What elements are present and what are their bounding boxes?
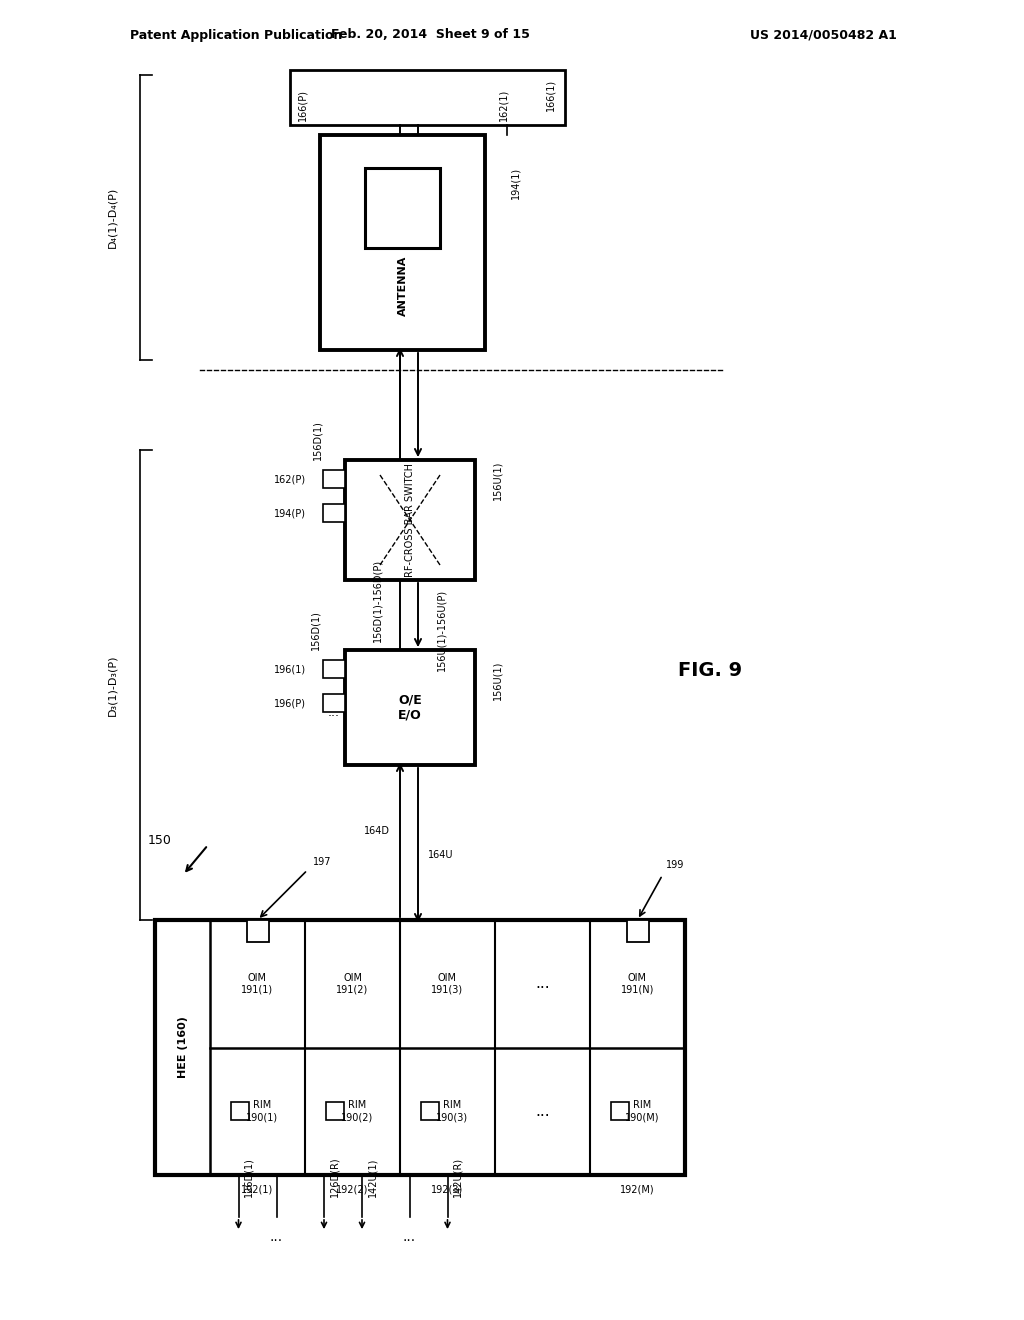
Text: OIM
191(2): OIM 191(2) [336, 973, 369, 994]
Text: Feb. 20, 2014  Sheet 9 of 15: Feb. 20, 2014 Sheet 9 of 15 [331, 29, 529, 41]
Text: ...: ... [402, 1230, 416, 1243]
FancyBboxPatch shape [323, 694, 345, 711]
FancyBboxPatch shape [323, 660, 345, 678]
Text: 150: 150 [148, 833, 172, 846]
Text: D₄(1)-D₄(P): D₄(1)-D₄(P) [106, 187, 117, 248]
FancyBboxPatch shape [155, 920, 685, 1175]
Text: 162(P): 162(P) [274, 474, 306, 484]
Text: 166(1): 166(1) [545, 79, 555, 111]
Text: OIM
191(1): OIM 191(1) [242, 973, 273, 994]
Text: 142U(R): 142U(R) [453, 1156, 463, 1197]
Text: RIM
190(2): RIM 190(2) [341, 1101, 374, 1122]
Text: ...: ... [536, 1104, 550, 1119]
Text: RIM
190(M): RIM 190(M) [626, 1101, 659, 1122]
Text: ...: ... [328, 706, 340, 719]
Text: 162(1): 162(1) [498, 88, 508, 121]
Text: O/E
E/O: O/E E/O [398, 693, 422, 722]
FancyBboxPatch shape [365, 168, 440, 248]
FancyBboxPatch shape [290, 70, 565, 125]
Text: 156D(1): 156D(1) [312, 420, 322, 459]
Text: US 2014/0050482 A1: US 2014/0050482 A1 [750, 29, 897, 41]
Text: 156D(1)-156D(P): 156D(1)-156D(P) [372, 558, 382, 642]
Text: 197: 197 [313, 857, 332, 867]
FancyBboxPatch shape [627, 920, 648, 942]
Text: 196(P): 196(P) [274, 698, 306, 708]
FancyBboxPatch shape [319, 135, 485, 350]
Text: 194(P): 194(P) [274, 508, 306, 517]
Text: Patent Application Publication: Patent Application Publication [130, 29, 342, 41]
Text: 156U(1)-156U(P): 156U(1)-156U(P) [436, 589, 446, 671]
Text: 192(2): 192(2) [336, 1184, 369, 1195]
FancyBboxPatch shape [421, 1102, 438, 1121]
Text: ...: ... [270, 1230, 283, 1243]
Text: RF-CROSS BAR SWITCH: RF-CROSS BAR SWITCH [406, 463, 415, 577]
Text: 194(1): 194(1) [510, 166, 520, 198]
Text: FIG. 9: FIG. 9 [678, 660, 742, 680]
Text: 156U(1): 156U(1) [492, 461, 502, 500]
Text: RIM
190(1): RIM 190(1) [247, 1101, 279, 1122]
Text: 164U: 164U [428, 850, 454, 859]
Text: 196(1): 196(1) [274, 664, 306, 675]
FancyBboxPatch shape [230, 1102, 249, 1121]
Text: 192(3): 192(3) [431, 1184, 464, 1195]
Text: HEE (160): HEE (160) [177, 1016, 187, 1078]
FancyBboxPatch shape [610, 1102, 629, 1121]
FancyBboxPatch shape [247, 920, 268, 942]
Text: 164D: 164D [364, 825, 390, 836]
Text: RIM
190(3): RIM 190(3) [436, 1101, 469, 1122]
Text: D₃(1)-D₃(P): D₃(1)-D₃(P) [106, 655, 117, 715]
Text: 126D(1): 126D(1) [244, 1158, 254, 1197]
Text: 156U(1): 156U(1) [492, 660, 502, 700]
FancyBboxPatch shape [323, 504, 345, 521]
FancyBboxPatch shape [345, 649, 475, 766]
Text: OIM
191(3): OIM 191(3) [431, 973, 464, 994]
FancyBboxPatch shape [323, 470, 345, 488]
Text: 156D(1): 156D(1) [310, 610, 319, 649]
Text: 142U(1): 142U(1) [367, 1158, 377, 1197]
Text: ANTENNA: ANTENNA [397, 255, 408, 315]
Text: 166(P): 166(P) [297, 88, 307, 121]
Text: 192(M): 192(M) [621, 1184, 654, 1195]
FancyBboxPatch shape [345, 459, 475, 579]
Text: 192(1): 192(1) [242, 1184, 273, 1195]
Text: OIM
191(N): OIM 191(N) [621, 973, 654, 994]
Text: 199: 199 [667, 861, 685, 870]
Text: ...: ... [536, 977, 550, 991]
Text: 126D(R): 126D(R) [329, 1156, 339, 1197]
FancyBboxPatch shape [326, 1102, 343, 1121]
